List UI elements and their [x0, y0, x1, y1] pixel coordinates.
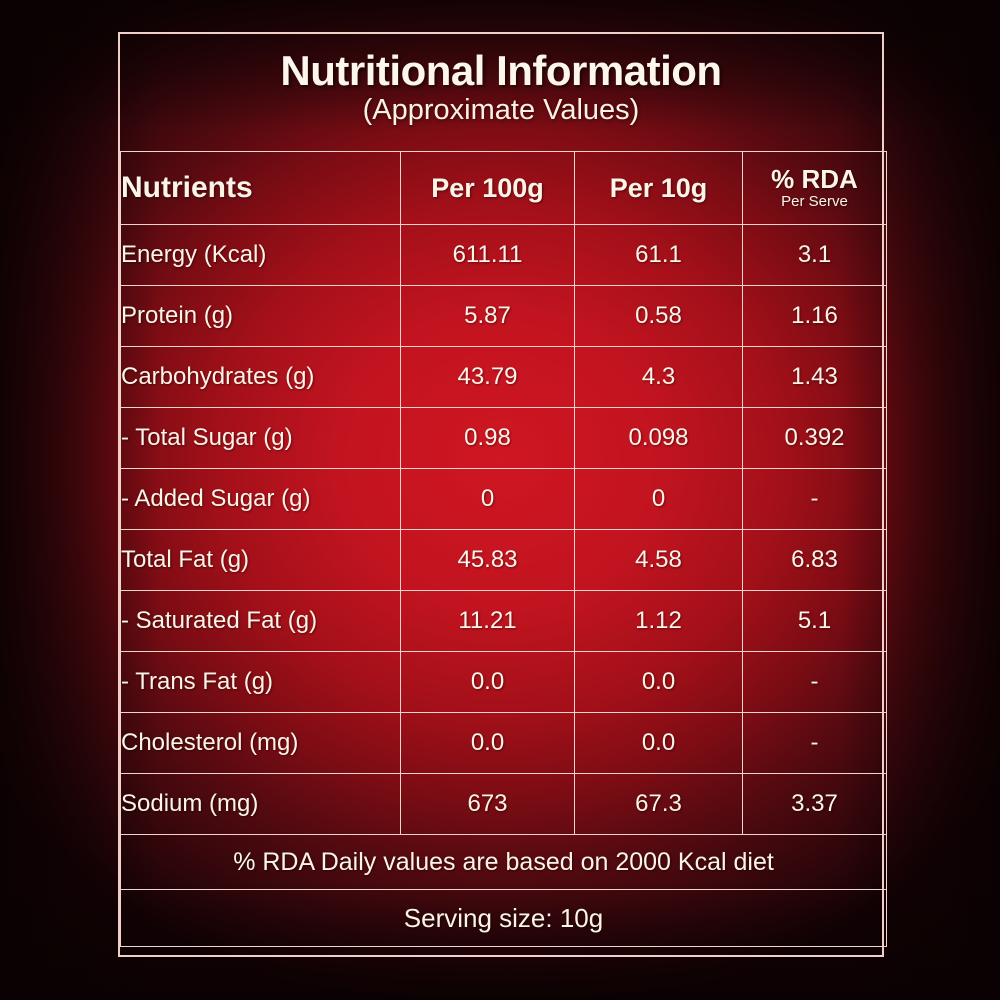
nutrient-name: Energy (Kcal) — [120, 224, 401, 286]
header-row: Nutrients Per 100g Per 10g % RDA Per Ser… — [120, 151, 887, 225]
nutrient-name: - Trans Fat (g) — [120, 651, 401, 713]
nutrient-value-per-100g: 0.0 — [400, 651, 575, 713]
page-subtitle: (Approximate Values) — [362, 94, 640, 127]
table-row: Protein (g) 5.87 0.58 1.16 — [120, 285, 887, 347]
nutrient-value-per-100g: 0.98 — [400, 407, 575, 469]
column-header-per-100g: Per 100g — [400, 151, 575, 225]
nutrient-value-rda: 1.43 — [742, 346, 887, 408]
nutrient-value-per-100g: 11.21 — [400, 590, 575, 652]
table-row: Sodium (mg) 673 67.3 3.37 — [120, 773, 887, 835]
nutrient-value-per-100g: 5.87 — [400, 285, 575, 347]
table-footer: % RDA Daily values are based on 2000 Kca… — [120, 834, 887, 947]
nutrient-value-per-10g: 4.58 — [574, 529, 743, 591]
column-header-nutrients: Nutrients — [120, 151, 401, 225]
nutrient-value-rda: 6.83 — [742, 529, 887, 591]
nutrient-value-per-100g: 45.83 — [400, 529, 575, 591]
nutrition-table: Nutrients Per 100g Per 10g % RDA Per Ser… — [120, 151, 887, 947]
table-row: - Saturated Fat (g) 11.21 1.12 5.1 — [120, 590, 887, 652]
nutrition-label-frame: Nutritional Information (Approximate Val… — [118, 32, 887, 957]
nutrient-name: - Total Sugar (g) — [120, 407, 401, 469]
nutrient-value-per-10g: 0 — [574, 468, 743, 530]
nutrient-value-per-100g: 0 — [400, 468, 575, 530]
nutrient-value-rda: 3.1 — [742, 224, 887, 286]
table-header: Nutrients Per 100g Per 10g % RDA Per Ser… — [120, 151, 887, 225]
nutrient-value-rda: - — [742, 468, 887, 530]
nutrient-name: - Added Sugar (g) — [120, 468, 401, 530]
table-row: Cholesterol (mg) 0.0 0.0- — [120, 712, 887, 774]
footnote-row: % RDA Daily values are based on 2000 Kca… — [120, 834, 887, 890]
serving-size-text: Serving size: 10g — [120, 889, 887, 947]
nutrient-value-per-100g: 43.79 — [400, 346, 575, 408]
nutrient-value-per-100g: 0.0 — [400, 712, 575, 774]
column-header-per-10g: Per 10g — [574, 151, 743, 225]
table-row: - Total Sugar (g) 0.98 0.098 0.392 — [120, 407, 887, 469]
nutrient-value-per-10g: 0.0 — [574, 712, 743, 774]
nutrient-value-per-100g: 611.11 — [400, 224, 575, 286]
nutrient-name: Sodium (mg) — [120, 773, 401, 835]
serving-size-row: Serving size: 10g — [120, 889, 887, 947]
rda-footnote: % RDA Daily values are based on 2000 Kca… — [120, 834, 887, 890]
table-row: Total Fat (g) 45.83 4.58 6.83 — [120, 529, 887, 591]
nutrient-value-per-10g: 1.12 — [574, 590, 743, 652]
nutrient-value-rda: - — [742, 651, 887, 713]
title-block: Nutritional Information (Approximate Val… — [120, 34, 882, 151]
column-header-rda: % RDA Per Serve — [742, 151, 887, 225]
nutrient-name: Cholesterol (mg) — [120, 712, 401, 774]
nutrient-value-rda: 5.1 — [742, 590, 887, 652]
nutrient-value-per-10g: 0.0 — [574, 651, 743, 713]
table-row: Carbohydrates (g) 43.79 4.3 1.43 — [120, 346, 887, 408]
nutrient-name: Carbohydrates (g) — [120, 346, 401, 408]
nutrient-name: Total Fat (g) — [120, 529, 401, 591]
table-body: Energy (Kcal) 611.11 61.1 3.1 Protein (g) 5.8… — [120, 224, 887, 835]
table-row: Energy (Kcal) 611.11 61.1 3.1 — [120, 224, 887, 286]
nutrient-value-rda: - — [742, 712, 887, 774]
nutrient-value-per-10g: 61.1 — [574, 224, 743, 286]
table-row: - Added Sugar (g) 0 0- — [120, 468, 887, 530]
nutrient-value-rda: 3.37 — [742, 773, 887, 835]
nutrient-value-rda: 1.16 — [742, 285, 887, 347]
nutrient-value-per-100g: 673 — [400, 773, 575, 835]
column-header-rda-sub: Per Serve — [781, 192, 848, 210]
nutrient-value-per-10g: 4.3 — [574, 346, 743, 408]
nutrient-name: - Saturated Fat (g) — [120, 590, 401, 652]
nutrient-value-per-10g: 0.098 — [574, 407, 743, 469]
nutrient-value-per-10g: 0.58 — [574, 285, 743, 347]
nutrient-name: Protein (g) — [120, 285, 401, 347]
column-header-rda-main: % RDA — [771, 163, 858, 194]
page-title: Nutritional Information — [280, 47, 722, 94]
nutrient-value-per-10g: 67.3 — [574, 773, 743, 835]
nutrient-value-rda: 0.392 — [742, 407, 887, 469]
table-row: - Trans Fat (g) 0.0 0.0- — [120, 651, 887, 713]
